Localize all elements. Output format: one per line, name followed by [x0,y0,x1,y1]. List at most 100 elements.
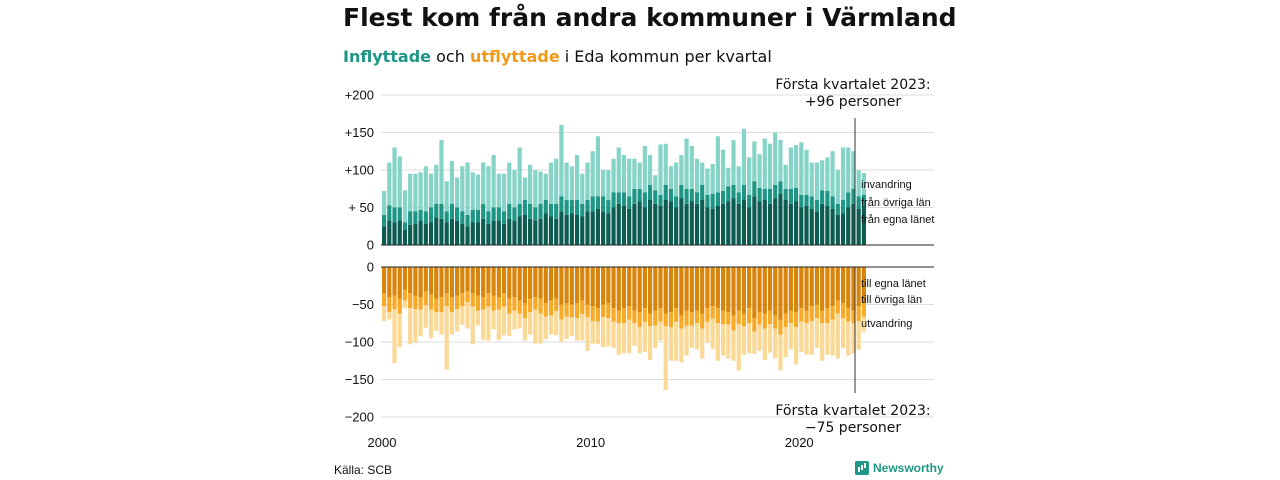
outflow-bar-egna-lanet [861,267,866,303]
inflow-bar-egna-lanet [846,207,851,245]
outflow-bar-ovriga-lan [861,303,866,317]
outflow-bar-utvandring [793,327,799,365]
inflow-bar-invandring [512,170,517,208]
outflow-bar-egna-lanet [663,267,668,314]
outflow-bar-egna-lanet [408,267,413,294]
axes-group [381,118,934,393]
outflow-bar-egna-lanet [574,267,580,303]
outflow-bar-ovriga-lan [418,297,423,310]
inflow-bar-invandring [554,158,559,204]
outflow-bar-utvandring [382,306,387,321]
inflow-bar-egna-lanet [856,209,861,245]
outflow-bar-ovriga-lan [783,313,788,327]
outflow-bar-egna-lanet [653,267,658,311]
inflow-bar-egna-lanet [642,207,647,245]
inflow-bar-egna-lanet [569,213,574,245]
outflow-bar-egna-lanet [486,267,491,294]
outflow-bar-utvandring [465,302,470,329]
outflow-bar-egna-lanet [606,267,611,303]
inflow-bar-invandring [804,149,809,195]
outflow-bar-utvandring [637,327,642,354]
outflow-bar-ovriga-lan [601,304,606,318]
outflow-bar-egna-lanet [444,267,449,294]
outflow-bar-ovriga-lan [470,293,475,307]
inflow-bar-invandring [647,155,653,185]
inflow-bar-egna-lanet [694,203,700,245]
inflow-bar-invandring [538,171,543,204]
outflow-bar-egna-lanet [820,267,825,311]
inflow-bar-invandring [444,181,449,212]
inflow-bar-invandring [428,173,434,208]
inflow-bar-egna-lanet [543,213,548,245]
outflow-bar-utvandring [486,306,491,341]
inflow-bar-invandring [840,147,846,200]
inflow-bar-egna-lanet [632,203,637,245]
inflow-bar-ovriga-lan [689,188,694,202]
inflow-bar-ovriga-lan [528,203,533,219]
outflow-bar-utvandring [585,317,590,351]
inflow-bar-ovriga-lan [705,194,710,208]
inflow-bar-ovriga-lan [674,196,679,208]
outflow-bar-egna-lanet [522,267,528,303]
outflow-bar-utvandring [684,325,689,356]
inflow-bar-egna-lanet [799,207,804,245]
inflow-bar-ovriga-lan [627,196,632,209]
outflow-bar-ovriga-lan [846,308,851,322]
outflow-bar-egna-lanet [595,267,601,309]
outflow-bar-utvandring [423,305,428,328]
outflow-bar-ovriga-lan [397,298,402,314]
outflow-bar-utvandring [840,318,846,348]
subtitle-och: och [431,47,470,66]
outflow-bar-utvandring [512,310,517,330]
inflow-bar-invandring [470,172,475,210]
outflow-bar-utvandring [710,318,715,349]
annotation-bottom: Första kvartalet 2023: [775,403,930,419]
inflow-bar-ovriga-lan [455,207,460,221]
outflow-bar-ovriga-lan [663,313,668,327]
inflow-bar-egna-lanet [851,203,856,245]
outflow-bar-egna-lanet [528,267,533,299]
inflow-bar-invandring [762,138,767,189]
outflow-bar-ovriga-lan [423,291,428,306]
inflow-bar-egna-lanet [616,203,621,245]
outflow-bar-utvandring [439,312,444,335]
inflow-bar-egna-lanet [434,218,439,245]
inflow-bar-ovriga-lan [679,185,684,199]
outflow-bar-utvandring [783,327,788,357]
outflow-bar-ovriga-lan [559,304,564,320]
outflow-bar-ovriga-lan [767,310,773,324]
inflow-bar-ovriga-lan [606,200,611,214]
inflow-bar-invandring [793,145,799,188]
outflow-bar-egna-lanet [632,267,637,311]
inflow-bar-invandring [486,166,491,212]
outflow-bar-egna-lanet [621,267,627,309]
inflow-bar-egna-lanet [726,201,731,245]
inflow-bar-ovriga-lan [840,200,846,214]
outflow-bar-egna-lanet [616,267,621,311]
outflow-bar-utvandring [444,306,449,370]
inflow-bar-egna-lanet [465,226,470,245]
inflow-bar-egna-lanet [788,203,793,245]
inflow-bar-invandring [741,128,747,185]
inflow-bar-ovriga-lan [611,192,616,208]
inflow-bar-ovriga-lan [486,211,491,224]
outflow-bar-ovriga-lan [481,297,486,310]
outflow-bar-utvandring [460,306,465,325]
inflow-bar-egna-lanet [606,213,611,245]
outflow-bar-egna-lanet [382,267,387,294]
outflow-bar-utvandring [428,309,434,339]
outflow-bar-egna-lanet [501,267,507,294]
inflow-bar-invandring [710,164,715,194]
inflow-bar-egna-lanet [710,209,715,245]
inflow-bar-invandring [543,173,548,200]
inflow-bar-egna-lanet [512,221,517,245]
outflow-bar-utvandring [434,312,439,331]
outflow-bar-ovriga-lan [491,295,496,311]
outflow-bar-ovriga-lan [606,303,611,318]
outflow-bar-ovriga-lan [658,308,663,322]
inflow-bar-egna-lanet [705,207,710,245]
outflow-bar-utvandring [481,309,486,340]
inflow-bar-invandring [517,147,522,204]
inflow-bar-invandring [606,170,611,200]
inflow-bar-egna-lanet [559,211,564,245]
